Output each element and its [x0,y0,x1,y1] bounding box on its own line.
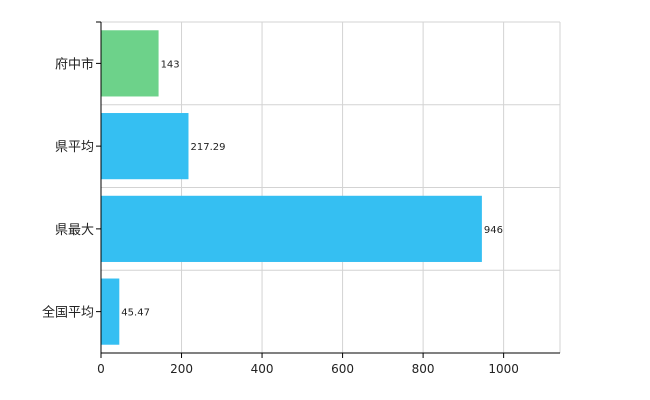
data-label: 946 [484,225,503,236]
x-tick-label: 400 [251,362,274,376]
axes [96,21,560,358]
bar [101,278,120,345]
x-tick-label: 0 [97,362,105,376]
bar [101,30,159,97]
category-label: 全国平均 [42,305,94,321]
category-label: 県平均 [55,140,94,155]
grid-lines [101,21,561,354]
category-label: 府中市 [55,56,94,72]
x-tick-label: 600 [331,362,354,376]
bar [101,113,189,180]
labels: 143 府中市 217.29 県平均 946 県最大 45.47 全国平均 0 200 400 600… [42,56,519,376]
bar [101,195,482,262]
bars [101,30,482,345]
x-tick-label: 200 [170,362,193,376]
x-tick-label: 1000 [488,362,519,376]
x-tick-label: 800 [412,362,435,376]
data-label: 143 [161,59,180,70]
category-label: 県最大 [55,223,94,238]
data-label: 45.47 [121,308,150,319]
data-label: 217.29 [190,142,225,153]
